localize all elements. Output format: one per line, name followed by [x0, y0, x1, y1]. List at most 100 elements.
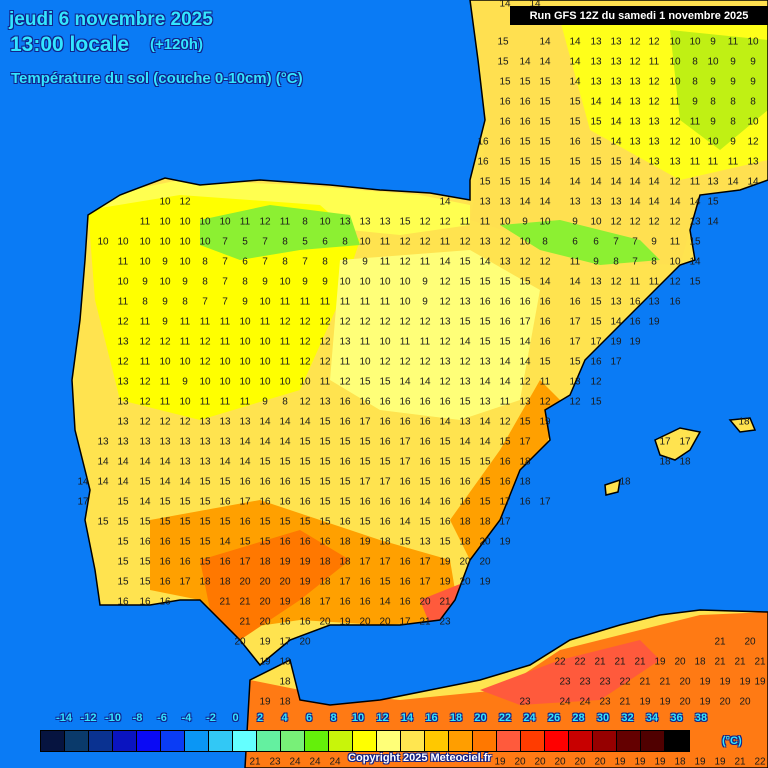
grid-value: 9 [730, 136, 736, 148]
grid-value: 12 [419, 316, 431, 328]
grid-value: 19 [499, 536, 511, 548]
grid-value: 14 [479, 436, 491, 448]
grid-value: 19 [259, 636, 271, 648]
grid-value: 10 [399, 296, 411, 308]
grid-value: 14 [97, 476, 109, 488]
grid-value: 15 [590, 116, 602, 128]
grid-value: 17 [319, 596, 331, 608]
grid-value: 12 [439, 336, 451, 348]
grid-value: 11 [139, 216, 151, 228]
grid-value: 15 [259, 516, 271, 528]
grid-value: 10 [539, 216, 551, 228]
grid-value: 13 [459, 376, 471, 388]
grid-value: 15 [199, 476, 211, 488]
grid-value: 13 [479, 196, 491, 208]
grid-value: 14 [299, 416, 311, 428]
grid-value: 18 [339, 536, 351, 548]
grid-value: 9 [750, 76, 756, 88]
grid-value: 14 [419, 376, 431, 388]
grid-value: 15 [439, 536, 451, 548]
grid-value: 14 [539, 176, 551, 188]
grid-value: 10 [399, 276, 411, 288]
legend-tick-label: 2 [256, 712, 264, 724]
grid-value: 13 [339, 216, 351, 228]
grid-value: 7 [632, 236, 638, 248]
grid-value: 8 [202, 276, 208, 288]
grid-value: 10 [239, 316, 251, 328]
grid-value: 11 [648, 56, 660, 68]
grid-value: 13 [648, 156, 660, 168]
grid-value: 15 [299, 476, 311, 488]
grid-value: 19 [494, 756, 506, 768]
grid-value: 15 [259, 456, 271, 468]
grid-value: 15 [479, 176, 491, 188]
grid-value: 15 [479, 336, 491, 348]
grid-value: 15 [199, 516, 211, 528]
color-legend [40, 730, 690, 752]
zone-pyrenees-green [500, 220, 660, 265]
grid-value: 11 [279, 296, 291, 308]
grid-value: 13 [590, 76, 602, 88]
grid-value: 10 [669, 76, 681, 88]
grid-value: 21 [634, 656, 646, 668]
grid-value: 9 [572, 216, 578, 228]
legend-swatch [353, 731, 377, 751]
grid-value: 15 [179, 496, 191, 508]
grid-value: 11 [319, 376, 331, 388]
grid-value: 13 [648, 136, 660, 148]
legend-swatch [425, 731, 449, 751]
grid-value: 11 [159, 396, 171, 408]
grid-value: 24 [559, 696, 571, 708]
grid-value: 16 [399, 416, 411, 428]
grid-value: 12 [499, 416, 511, 428]
grid-value: 9 [710, 36, 716, 48]
grid-value: 11 [219, 396, 231, 408]
grid-value: 14 [459, 436, 471, 448]
grid-value: 16 [159, 536, 171, 548]
grid-value: 10 [379, 336, 391, 348]
grid-value: 21 [754, 656, 766, 668]
grid-value: 8 [302, 216, 308, 228]
forecast-lead-time: (+120h) [150, 36, 203, 53]
grid-value: 15 [499, 76, 511, 88]
grid-value: 18 [674, 756, 686, 768]
legend-swatch [329, 731, 353, 751]
legend-tick-label: -8 [132, 712, 143, 724]
grid-value: 18 [519, 456, 531, 468]
grid-value: 12 [610, 216, 622, 228]
grid-value: 16 [379, 496, 391, 508]
grid-value: 15 [139, 556, 151, 568]
grid-value: 15 [590, 396, 602, 408]
grid-value: 11 [159, 376, 171, 388]
grid-value: 19 [629, 336, 641, 348]
grid-value: 10 [747, 36, 759, 48]
grid-value: 11 [419, 336, 431, 348]
grid-value: 15 [539, 156, 551, 168]
grid-value: 8 [613, 256, 619, 268]
grid-value: 20 [299, 636, 311, 648]
grid-value: 17 [419, 556, 431, 568]
grid-value: 14 [77, 476, 89, 488]
grid-value-island: 18 [659, 456, 671, 468]
grid-value: 10 [179, 216, 191, 228]
grid-value: 14 [499, 0, 511, 10]
coastline-africa [244, 609, 768, 768]
grid-value: 20 [234, 636, 246, 648]
grid-value: 8 [242, 276, 248, 288]
legend-tick-label: 34 [645, 712, 659, 724]
grid-value: 21 [734, 756, 746, 768]
grid-value: 13 [648, 296, 660, 308]
grid-value-island: 18 [679, 456, 691, 468]
grid-value: 15 [117, 556, 129, 568]
grid-value: 10 [159, 276, 171, 288]
grid-value: 10 [359, 276, 371, 288]
grid-value: 12 [519, 256, 531, 268]
grid-value: 16 [379, 396, 391, 408]
grid-value: 12 [359, 316, 371, 328]
grid-value: 17 [359, 556, 371, 568]
grid-value: 21 [714, 636, 726, 648]
grid-value: 14 [539, 196, 551, 208]
grid-value: 21 [714, 656, 726, 668]
grid-value: 9 [182, 376, 188, 388]
grid-value: 10 [339, 276, 351, 288]
